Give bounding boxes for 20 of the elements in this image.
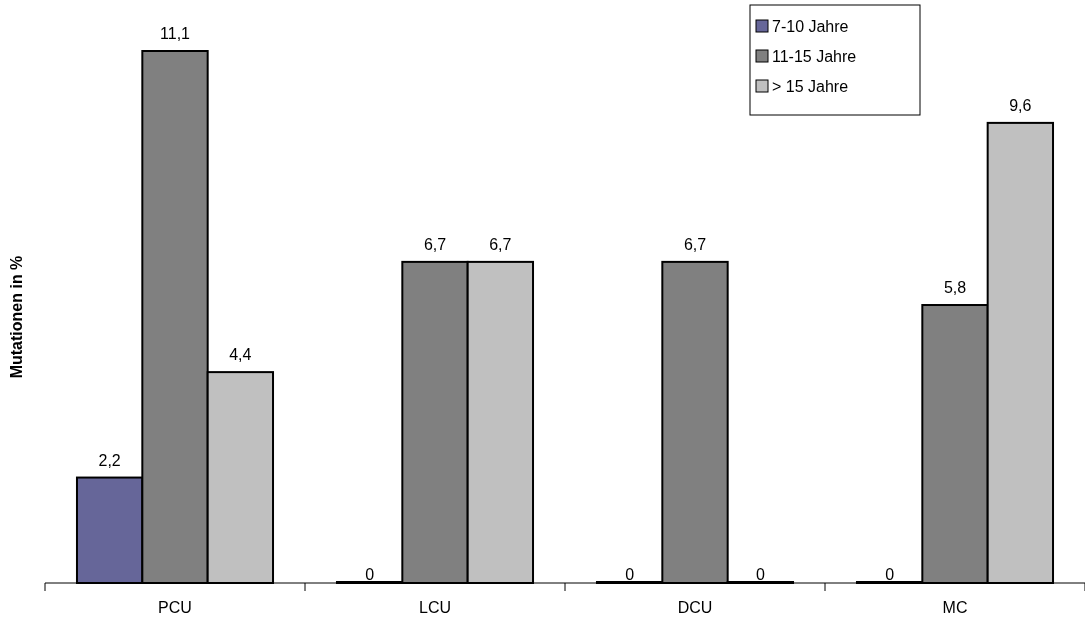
data-label: 4,4 xyxy=(229,346,252,364)
legend-label: 7-10 Jahre xyxy=(772,18,849,35)
data-label: 6,7 xyxy=(489,235,512,253)
legend-label: 11-15 Jahre xyxy=(772,48,857,65)
data-label: 0 xyxy=(755,566,765,583)
data-label: 6,7 xyxy=(423,235,447,253)
legend-label: > 15 Jahre xyxy=(772,78,849,95)
x-tick-label: DCU xyxy=(677,599,713,616)
data-label: 0 xyxy=(365,566,375,583)
data-label: 5,8 xyxy=(943,279,967,297)
data-label: 2,2 xyxy=(98,451,121,469)
x-tick-label: PCU xyxy=(158,599,192,616)
data-label: 11,1 xyxy=(160,25,191,42)
x-tick-label: MC xyxy=(942,599,968,616)
data-label: 9,6 xyxy=(1009,96,1032,114)
data-label: 6,7 xyxy=(683,235,707,253)
x-tick-label: LCU xyxy=(418,599,452,616)
data-label: 0 xyxy=(625,566,635,583)
data-label: 0 xyxy=(885,566,895,583)
y-axis-title: Mutationen in % xyxy=(8,255,25,379)
